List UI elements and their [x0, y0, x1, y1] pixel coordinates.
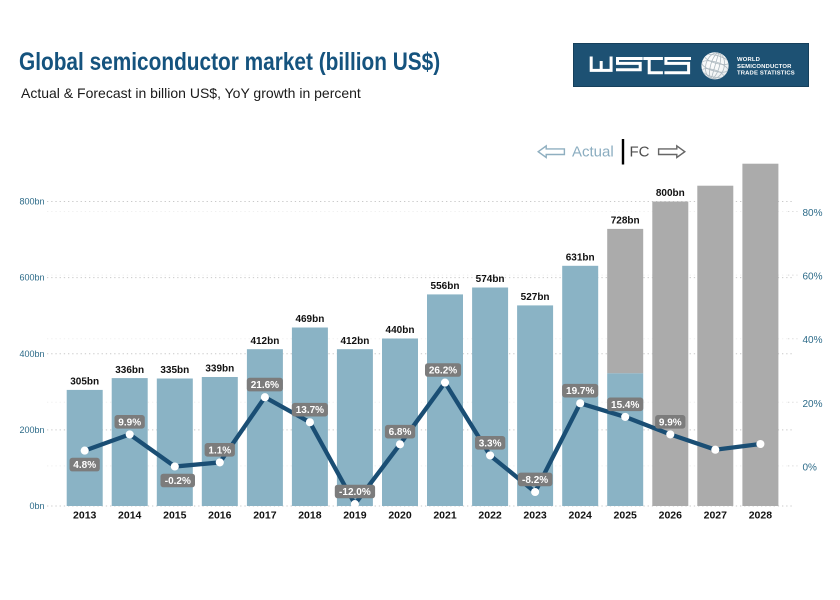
- svg-text:SEMICONDUCTOR: SEMICONDUCTOR: [737, 64, 792, 70]
- svg-text:15.4%: 15.4%: [611, 400, 639, 411]
- svg-text:400bn: 400bn: [19, 349, 44, 359]
- svg-text:1.1%: 1.1%: [208, 445, 231, 456]
- svg-text:2024: 2024: [569, 510, 593, 522]
- svg-text:336bn: 336bn: [115, 365, 144, 376]
- svg-text:FC: FC: [630, 144, 650, 161]
- svg-text:800bn: 800bn: [19, 197, 44, 207]
- svg-text:13.7%: 13.7%: [296, 405, 324, 416]
- svg-text:412bn: 412bn: [250, 336, 279, 347]
- svg-text:26.2%: 26.2%: [429, 366, 457, 377]
- svg-text:TRADE STATISTICS: TRADE STATISTICS: [737, 70, 795, 76]
- svg-text:0%: 0%: [803, 462, 818, 473]
- svg-text:21.6%: 21.6%: [251, 380, 279, 391]
- svg-text:2021: 2021: [433, 510, 457, 522]
- svg-text:-8.2%: -8.2%: [522, 475, 548, 486]
- svg-text:20%: 20%: [803, 399, 823, 410]
- svg-text:2028: 2028: [749, 510, 773, 522]
- svg-text:0bn: 0bn: [29, 501, 44, 511]
- svg-text:574bn: 574bn: [476, 274, 505, 285]
- svg-text:469bn: 469bn: [295, 314, 324, 325]
- svg-text:-0.2%: -0.2%: [165, 476, 191, 487]
- svg-text:2023: 2023: [523, 510, 547, 522]
- svg-text:WORLD: WORLD: [737, 57, 760, 63]
- svg-text:3.3%: 3.3%: [479, 438, 502, 449]
- svg-text:2015: 2015: [163, 510, 187, 522]
- svg-text:2026: 2026: [659, 510, 683, 522]
- svg-text:600bn: 600bn: [19, 273, 44, 283]
- svg-text:556bn: 556bn: [431, 281, 460, 292]
- svg-text:412bn: 412bn: [340, 336, 369, 347]
- svg-text:339bn: 339bn: [205, 364, 234, 375]
- svg-text:200bn: 200bn: [19, 425, 44, 435]
- svg-text:9.9%: 9.9%: [118, 417, 141, 428]
- svg-text:335bn: 335bn: [160, 365, 189, 376]
- svg-text:9.9%: 9.9%: [659, 417, 682, 428]
- svg-text:2014: 2014: [118, 510, 142, 522]
- svg-text:80%: 80%: [803, 208, 823, 219]
- svg-text:2018: 2018: [298, 510, 322, 522]
- svg-text:2013: 2013: [73, 510, 97, 522]
- svg-text:2017: 2017: [253, 510, 277, 522]
- svg-text:527bn: 527bn: [521, 292, 550, 303]
- svg-text:2019: 2019: [343, 510, 367, 522]
- svg-text:2016: 2016: [208, 510, 232, 522]
- svg-text:728bn: 728bn: [611, 216, 640, 227]
- svg-text:2027: 2027: [704, 510, 728, 522]
- svg-text:6.8%: 6.8%: [389, 427, 412, 438]
- svg-text:631bn: 631bn: [566, 253, 595, 264]
- svg-text:800bn: 800bn: [656, 188, 685, 199]
- svg-text:4.8%: 4.8%: [73, 460, 96, 471]
- svg-text:440bn: 440bn: [386, 325, 415, 336]
- svg-text:19.7%: 19.7%: [566, 386, 594, 397]
- svg-text:2025: 2025: [614, 510, 638, 522]
- svg-text:2022: 2022: [478, 510, 502, 522]
- svg-text:-12.0%: -12.0%: [339, 487, 371, 498]
- svg-text:Actual: Actual: [572, 144, 614, 161]
- svg-text:305bn: 305bn: [70, 377, 99, 388]
- svg-text:60%: 60%: [803, 272, 823, 283]
- svg-text:40%: 40%: [803, 335, 823, 346]
- svg-text:2020: 2020: [388, 510, 412, 522]
